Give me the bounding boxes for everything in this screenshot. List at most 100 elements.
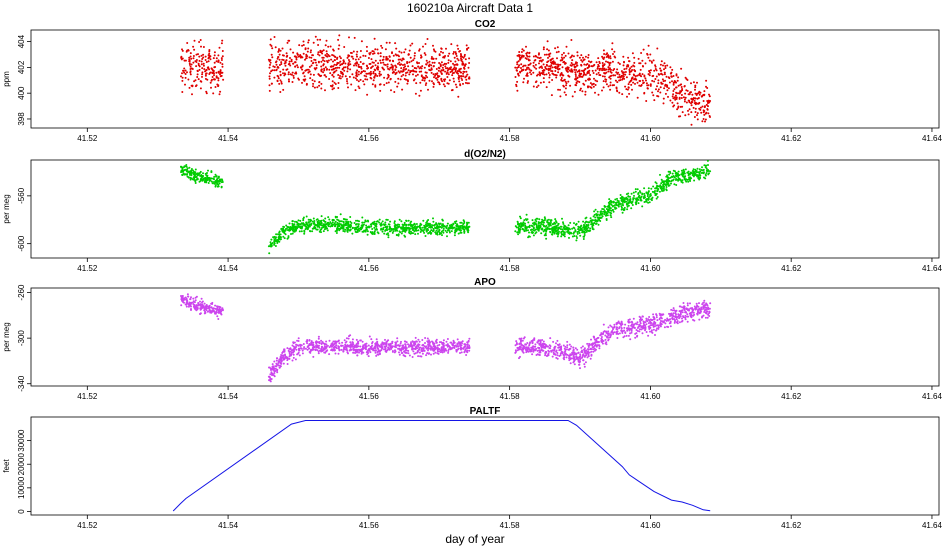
data-point — [564, 54, 567, 57]
data-point — [700, 169, 703, 171]
x-tick-label: 41.58 — [500, 264, 521, 273]
data-point — [677, 177, 680, 180]
data-point — [208, 309, 211, 312]
data-point — [643, 192, 646, 195]
data-point — [530, 73, 533, 76]
data-point — [662, 64, 664, 67]
data-point — [346, 224, 348, 227]
data-point — [552, 60, 555, 63]
data-point — [293, 341, 296, 344]
data-point — [367, 57, 370, 59]
data-point — [193, 304, 196, 307]
data-point — [274, 370, 277, 372]
data-point — [519, 58, 521, 61]
data-point — [428, 68, 431, 71]
data-point — [315, 64, 318, 67]
data-point — [528, 55, 531, 58]
data-point — [453, 231, 456, 234]
data-point — [358, 220, 360, 223]
data-point — [547, 218, 550, 221]
y-tick-label: -600 — [17, 235, 26, 252]
data-point — [446, 224, 449, 227]
data-point — [407, 352, 410, 355]
data-point — [355, 223, 357, 226]
data-point — [541, 67, 544, 69]
data-point — [569, 84, 572, 87]
data-point — [324, 220, 327, 223]
data-point — [626, 64, 629, 67]
data-point — [426, 220, 429, 223]
data-point — [655, 69, 658, 72]
data-point — [589, 86, 592, 89]
data-point — [622, 73, 625, 76]
data-point — [623, 206, 626, 209]
data-point — [443, 225, 446, 228]
data-point — [688, 101, 691, 104]
data-point — [542, 221, 545, 224]
data-point — [583, 224, 586, 227]
plot-frame — [30, 287, 940, 387]
data-point — [601, 89, 603, 92]
data-point — [453, 226, 456, 229]
data-point — [641, 79, 644, 82]
data-point — [468, 76, 471, 79]
data-point — [573, 90, 576, 93]
data-point — [197, 304, 200, 307]
data-point — [397, 234, 400, 237]
data-point — [466, 223, 469, 226]
data-point — [664, 67, 667, 69]
data-point — [287, 235, 290, 238]
data-point — [615, 207, 618, 210]
data-point — [612, 209, 614, 211]
data-point — [570, 39, 573, 41]
data-point — [295, 58, 298, 61]
data-point — [631, 69, 634, 71]
data-point — [462, 226, 465, 229]
data-point — [348, 36, 350, 39]
data-point — [326, 222, 329, 225]
data-point — [414, 229, 417, 232]
data-point — [320, 74, 323, 77]
data-point — [582, 56, 584, 59]
data-point — [202, 64, 205, 67]
data-point — [435, 73, 438, 76]
data-point — [683, 98, 686, 101]
data-point — [391, 68, 394, 71]
y-axis-label: ppm — [2, 71, 11, 87]
data-point — [514, 230, 517, 233]
data-point — [627, 204, 630, 207]
data-point — [278, 58, 281, 61]
data-point — [374, 64, 377, 67]
data-point — [206, 310, 209, 313]
data-point — [590, 221, 593, 224]
data-point — [396, 54, 399, 57]
data-point — [530, 224, 533, 227]
data-point — [672, 90, 675, 92]
data-point — [189, 170, 192, 173]
data-point — [428, 222, 431, 225]
data-point — [433, 76, 435, 79]
data-point — [366, 233, 369, 236]
data-point — [312, 217, 315, 220]
data-point — [601, 212, 604, 215]
data-point — [287, 71, 290, 74]
data-point — [433, 83, 435, 86]
data-point — [188, 62, 191, 65]
data-point — [692, 168, 695, 171]
data-point — [410, 60, 413, 63]
data-point — [426, 228, 429, 231]
data-point — [649, 83, 652, 86]
data-point — [601, 62, 604, 64]
data-point — [218, 307, 221, 310]
data-point — [278, 240, 281, 243]
data-point — [554, 220, 557, 222]
data-point — [622, 55, 625, 58]
data-point — [548, 55, 551, 58]
data-point — [630, 79, 633, 82]
x-tick-label: 41.64 — [922, 392, 943, 401]
data-point — [616, 81, 619, 84]
data-point — [333, 345, 336, 348]
data-point — [440, 47, 443, 50]
data-point — [339, 220, 342, 223]
data-point — [676, 108, 679, 111]
